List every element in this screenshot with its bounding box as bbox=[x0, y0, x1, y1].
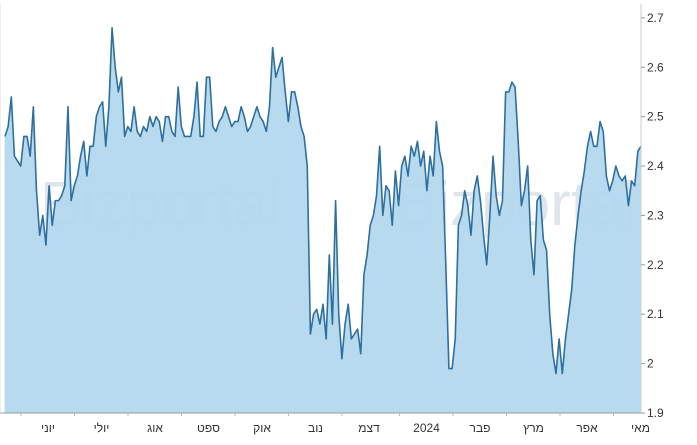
y-tick-label: 2.1 bbox=[647, 307, 664, 321]
series-area-hatch bbox=[4, 39, 642, 413]
y-tick-label: 2.7 bbox=[647, 11, 664, 25]
y-tick-label: 2.3 bbox=[647, 208, 664, 222]
y-tick-label: 2.5 bbox=[647, 110, 664, 124]
y-tick-label: 1.9 bbox=[647, 406, 664, 420]
x-tick-label: מרץ bbox=[523, 421, 544, 435]
x-tick-label: 2024 bbox=[413, 421, 440, 435]
x-tick-label: אוג bbox=[147, 421, 163, 435]
series-line bbox=[4, 26, 642, 375]
x-tick-label: יוני bbox=[41, 421, 55, 435]
x-tick-label: אפר bbox=[576, 421, 598, 435]
x-tick-label: אוק bbox=[253, 421, 271, 435]
x-tick-label: יולי bbox=[94, 421, 110, 435]
y-tick-label: 2.6 bbox=[647, 60, 664, 74]
y-tick-label: 2.4 bbox=[647, 159, 664, 173]
x-tick-label: נוב bbox=[308, 421, 323, 435]
y-tick-label: 2.2 bbox=[647, 258, 664, 272]
x-tick-label: מאי bbox=[631, 421, 650, 435]
x-tick-label: דצמ bbox=[358, 421, 380, 435]
series-area-fill bbox=[5, 27, 641, 413]
x-tick-label: ספט bbox=[197, 421, 220, 435]
y-tick-label: 2 bbox=[647, 357, 654, 371]
x-tick-label: פבר bbox=[470, 421, 491, 435]
